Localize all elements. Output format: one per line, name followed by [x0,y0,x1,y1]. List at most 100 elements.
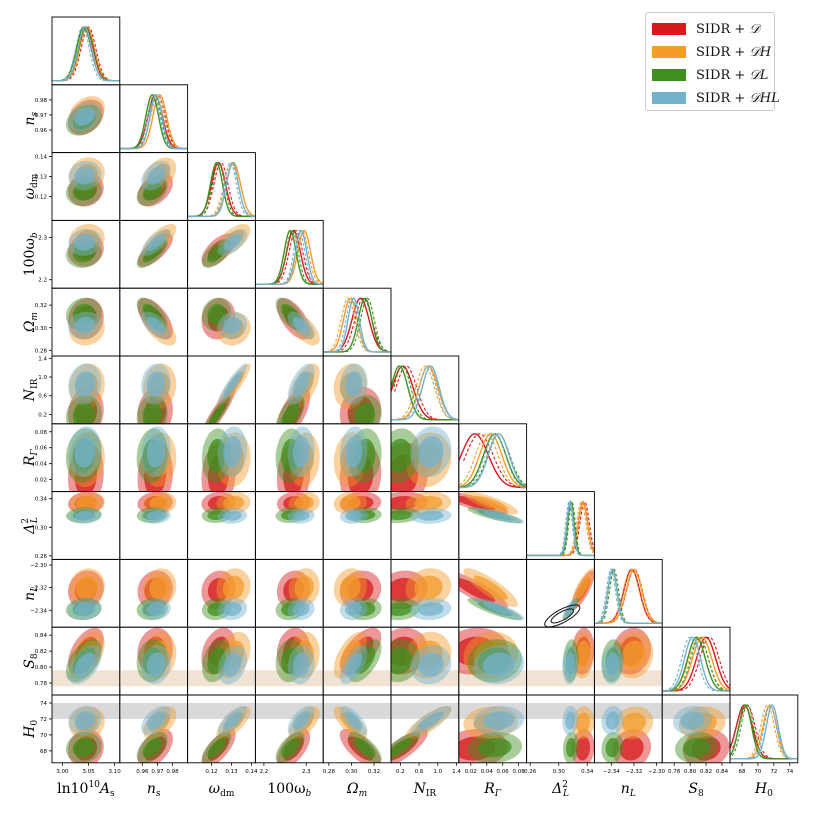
x-tick-label: 3.05 [82,769,95,775]
legend-dataset: 𝒟H [749,44,772,60]
contour-1sigma [565,711,576,730]
marginal-curve [119,94,188,150]
y-tick-label: 0.80 [35,665,48,671]
contour-1sigma [281,737,300,758]
contour-1sigma [142,737,162,758]
marginal-wdm [187,161,256,218]
y-tick-label: 0.30 [35,326,48,332]
contour-1sigma [575,712,591,734]
contour-1sigma [74,107,96,126]
contour-1sigma [565,737,576,758]
y-tick-label: 0.78 [35,681,48,687]
y-tick-label: 74 [40,701,47,707]
y-axis-label-S8: S8 [22,653,40,669]
contour-1sigma [575,640,591,670]
marginal-curve-dashed [255,230,322,285]
contour-1sigma [294,495,314,511]
contour-1sigma [292,510,310,521]
marginal-curve-dashed [323,297,389,353]
contour-1sigma [340,640,361,670]
x-tick-label: 0.6 [415,769,424,775]
x-tick-label: 2.3 [302,769,311,775]
marginal-Om [323,297,392,353]
marginal-curve-dashed [665,636,731,692]
panel-ns-Om [136,297,177,346]
reference-contour [544,604,581,628]
x-tick-label: 0.82 [700,769,712,775]
panel-D2L-H0 [526,702,595,763]
panel-wdm-wb [201,223,251,268]
legend-prefix: SIDR + [696,67,746,83]
prior-band [255,670,324,687]
contour-1sigma [223,711,242,730]
x-tick-label: 0.84 [716,769,729,775]
contour-1sigma [74,316,96,335]
contour-1sigma [565,652,576,677]
marginal-curve [323,297,391,353]
contour-1sigma [391,602,413,616]
panel-ns-D2L [136,491,177,524]
panel-wdm-RG [201,426,251,492]
panel-wb-RG [275,426,320,492]
panel-nL-H0 [594,702,663,763]
panel-D2L-nL [544,568,595,628]
contour-1sigma [207,602,226,616]
panel-RG-S8 [458,627,527,687]
legend-swatch-blue [652,92,686,104]
x-tick-label: 1.4 [452,769,461,775]
panel-wdm-H0 [187,702,256,763]
x-tick-label: 0.06 [497,769,510,775]
contour-1sigma [473,575,508,600]
contour-1sigma [223,435,242,468]
x-axis-label-S8: S8 [688,781,704,799]
y-axis-label-NIR: NIR [22,378,40,402]
marginal-curve [119,93,188,150]
contour-1sigma [345,711,363,730]
panel-Om-S8 [323,627,391,687]
x-axis-label-D2L: Δ2 L [551,780,569,799]
marginal-curve-dashed [526,501,594,556]
contour-1sigma [417,602,444,616]
panel-ns-RG [136,426,177,492]
x-axis-label-RG: RΓ [483,781,502,799]
x-tick-label: 0.08 [512,769,525,775]
x-tick-label: −2.30 [648,769,665,775]
marginal-D2L [526,499,595,557]
panel-ns-wb [136,223,177,268]
contour-1sigma [149,495,171,511]
panel-ns-nL [136,568,177,621]
contour-1sigma [142,182,162,201]
contour-1sigma [222,495,245,511]
x-tick-label: 0.96 [136,769,149,775]
contour-1sigma [414,575,443,600]
panel-lnAs-H0 [52,702,120,763]
x-tick-label: 0.32 [368,769,380,775]
marginal-curve-dashed [463,433,527,489]
contour-1sigma [605,652,620,677]
panel-Om-RG [333,426,382,492]
contour-1sigma [345,435,363,468]
contour-1sigma [292,711,310,730]
y-tick-label: 0.28 [35,348,48,354]
contour-1sigma [74,510,96,521]
marginal-wb [255,229,324,285]
contour-1sigma [458,495,496,511]
marginal-curve-dashed [732,704,798,760]
contour-1sigma [72,402,95,424]
marginal-curve-dashed [662,636,728,692]
x-tick-label: 0.12 [205,769,217,775]
x-axis-label-NIR: NIR [413,781,437,799]
contour-1sigma [207,647,226,675]
y-tick-label: 0.6 [38,394,47,400]
contour-1sigma [414,495,443,511]
contour-1sigma [75,575,99,600]
y-tick-label: 0.02 [35,478,47,484]
x-tick-label: 0.14 [245,769,258,775]
x-tick-label: −2.34 [603,769,620,775]
legend-entry-sidr-dh: SIDR + 𝒟H [652,42,771,62]
y-tick-label: 70 [40,733,47,739]
contour-1sigma [207,438,226,473]
contour-1sigma [75,495,99,511]
x-tick-label: 70 [754,769,761,775]
y-tick-label: 0.14 [35,155,48,161]
